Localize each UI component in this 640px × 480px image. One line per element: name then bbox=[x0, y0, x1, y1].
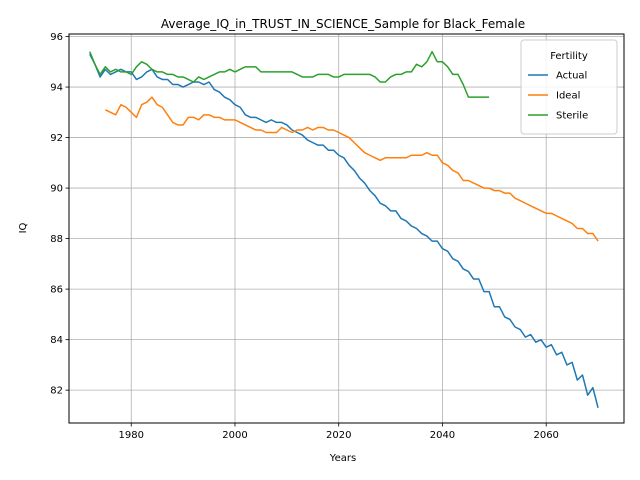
series-line-sterile bbox=[89, 50, 490, 98]
y-tick-label: 90 bbox=[50, 184, 63, 195]
series-line-actual bbox=[89, 53, 599, 409]
legend-entry-ideal: Ideal bbox=[556, 91, 580, 102]
x-tick-label: 2040 bbox=[430, 430, 455, 441]
y-tick-label: 96 bbox=[50, 32, 63, 43]
y-tick-label: 94 bbox=[50, 83, 63, 94]
legend-title: Fertility bbox=[550, 51, 588, 62]
chart-title: Average_IQ_in_TRUST_IN_SCIENCE_Sample fo… bbox=[161, 17, 525, 31]
y-tick-label: 82 bbox=[50, 386, 63, 397]
legend-entry-sterile: Sterile bbox=[556, 111, 588, 122]
legend-entry-actual: Actual bbox=[556, 71, 587, 82]
y-tick-label: 86 bbox=[50, 285, 63, 296]
x-tick-label: 2000 bbox=[222, 430, 247, 441]
legend: Fertility Actual Ideal Sterile bbox=[520, 39, 618, 135]
y-tick-label: 84 bbox=[50, 335, 63, 346]
x-axis-ticks: 1980 2000 2020 2040 2060 bbox=[119, 423, 559, 441]
x-axis-label: Years bbox=[329, 453, 356, 464]
y-axis-ticks: 82 84 86 88 90 92 94 96 bbox=[50, 32, 69, 397]
x-tick-label: 2020 bbox=[326, 430, 351, 441]
x-tick-label: 2060 bbox=[533, 430, 558, 441]
plot-frame bbox=[68, 33, 625, 424]
grid-lines bbox=[69, 34, 624, 423]
series-layer bbox=[89, 50, 599, 409]
y-tick-label: 92 bbox=[50, 133, 63, 144]
y-tick-label: 88 bbox=[50, 234, 63, 245]
legend-box bbox=[520, 39, 618, 135]
x-tick-label: 1980 bbox=[119, 430, 144, 441]
y-axis-label: IQ bbox=[18, 222, 29, 233]
series-line-ideal bbox=[104, 96, 599, 242]
